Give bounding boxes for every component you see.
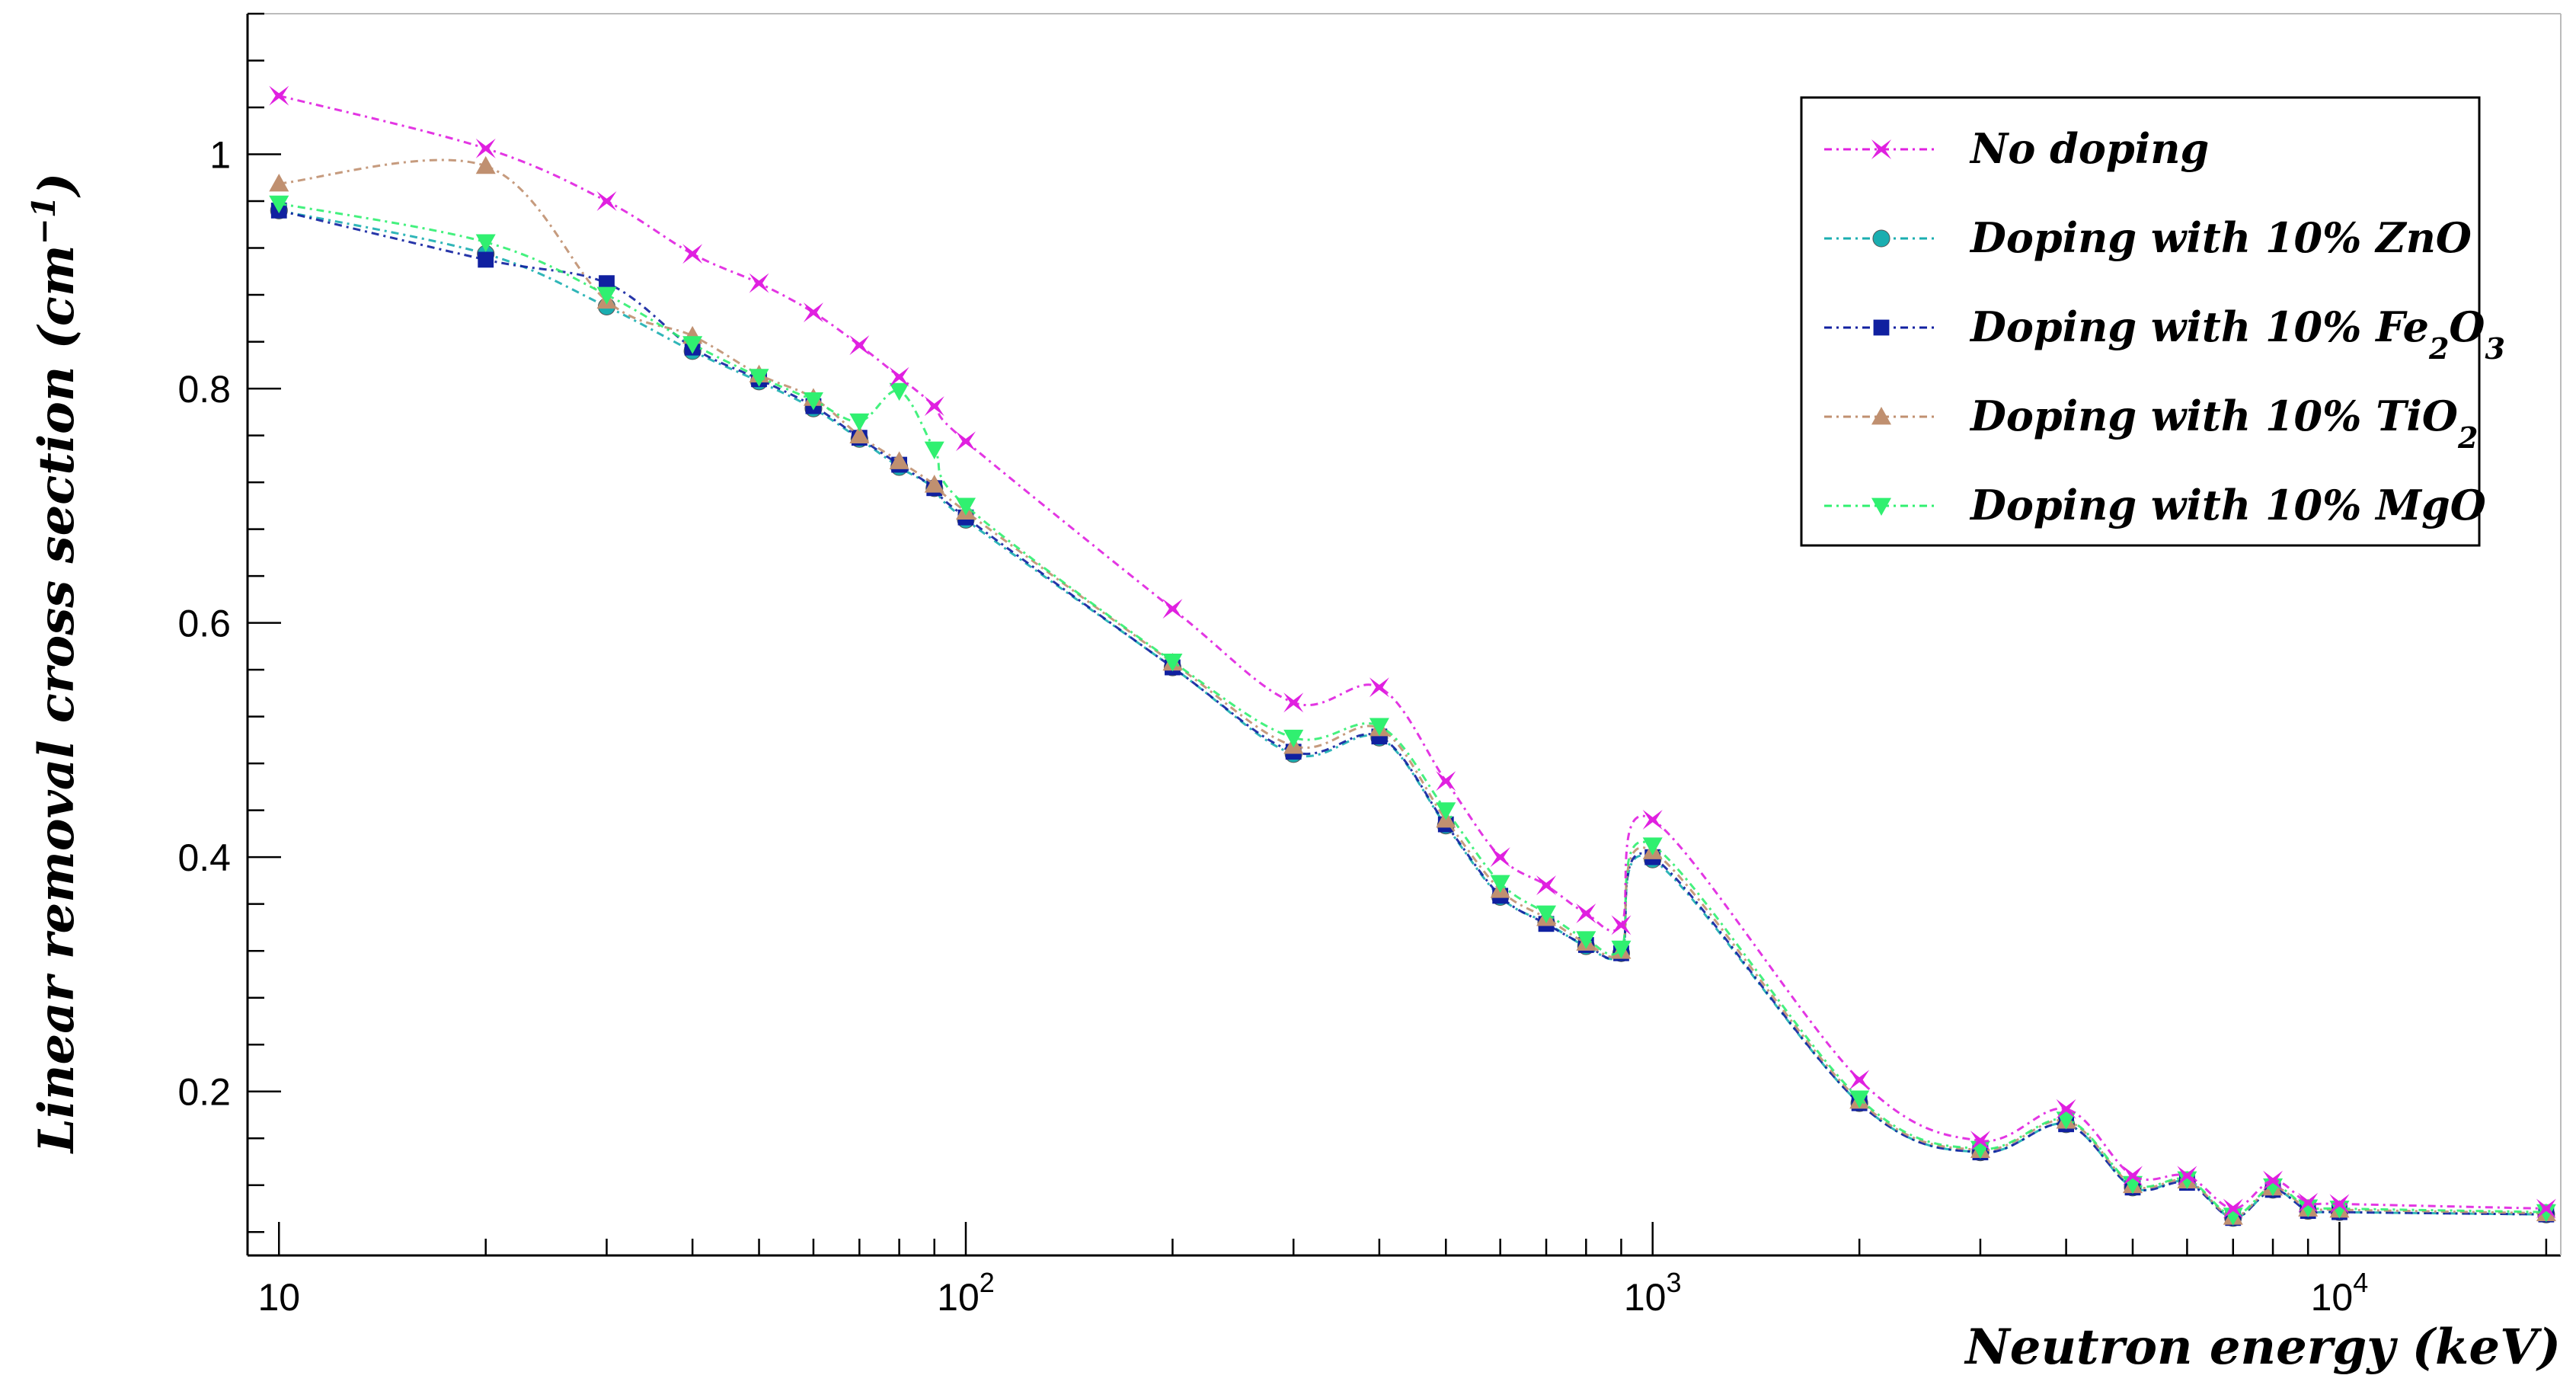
y-tick-label: 0.6 <box>177 603 231 645</box>
data-point <box>1490 847 1510 868</box>
data-point <box>1849 1070 1870 1090</box>
data-point <box>1283 729 1304 748</box>
data-point <box>2177 1171 2197 1190</box>
legend-label: No doping <box>1969 124 2209 173</box>
legend: No doping Doping with 10% ZnO Doping with … <box>1800 96 2505 547</box>
data-point <box>269 85 289 106</box>
data-point <box>955 497 976 516</box>
data-point <box>1536 905 1557 923</box>
data-point <box>478 251 494 268</box>
data-point <box>1436 771 1456 792</box>
data-point <box>1611 940 1632 959</box>
data-point <box>889 451 909 469</box>
series-0 <box>269 85 2556 1219</box>
legend-label: Doping with 10% TiO2 <box>1969 392 2478 455</box>
plot-frame <box>246 13 2562 1257</box>
legend-box <box>1800 96 2481 547</box>
data-point <box>2122 1166 2143 1186</box>
legend-label: Doping with 10% ZnO <box>1969 213 2472 262</box>
data-point <box>2056 1111 2076 1130</box>
data-point <box>1576 931 1596 949</box>
data-point <box>1611 915 1632 935</box>
data-point <box>849 413 870 432</box>
data-point <box>596 286 617 305</box>
data-point <box>596 191 617 212</box>
data-point <box>2536 1204 2556 1223</box>
data-point <box>889 382 909 401</box>
series-layer <box>269 85 2556 1227</box>
x-tick-label: 103 <box>1624 1267 1682 1319</box>
data-point <box>2177 1166 2197 1186</box>
y-tick-label: 1 <box>209 134 231 177</box>
legend-marker <box>1871 497 1891 516</box>
data-point <box>749 273 769 293</box>
data-point <box>475 138 496 158</box>
x-axis-title: Neutron energy (keV) <box>1964 1319 2561 1376</box>
y-tick-label: 0.2 <box>177 1071 231 1114</box>
y-axis-title: Linear removal cross section (cm−1) <box>25 173 86 1155</box>
legend-label: Doping with 10% MgO <box>1969 481 2486 529</box>
y-axis-title-close: ) <box>28 173 85 198</box>
data-point <box>955 431 976 452</box>
legend-marker <box>1873 319 1890 336</box>
data-point <box>1369 718 1389 736</box>
data-point <box>2298 1192 2319 1213</box>
data-point <box>1283 692 1304 713</box>
series-line <box>279 158 2546 1218</box>
data-point <box>1642 809 1663 830</box>
data-point <box>2056 1099 2076 1119</box>
x-tick-label: 104 <box>2311 1267 2369 1319</box>
x-tick-label: 10 <box>257 1276 300 1319</box>
data-point <box>1849 1090 1870 1108</box>
data-point <box>1642 837 1663 856</box>
data-point <box>2223 1198 2243 1219</box>
data-point <box>2298 1199 2319 1217</box>
data-point <box>682 336 703 354</box>
data-point <box>475 234 496 252</box>
x-axis: 10 102 103 104 <box>257 1222 2548 1319</box>
legend-marker <box>1871 407 1891 425</box>
legend-marker <box>1871 139 1891 159</box>
y-axis-title-main: Linear removal cross section (cm <box>28 245 85 1154</box>
x-tick-label: 102 <box>937 1267 995 1319</box>
y-tick-label: 0.4 <box>177 836 231 879</box>
series-line <box>278 209 2546 1220</box>
data-point <box>269 173 289 192</box>
y-tick-label: 0.8 <box>177 368 231 411</box>
data-point <box>1490 875 1510 893</box>
data-point <box>475 155 496 174</box>
data-point <box>849 335 870 356</box>
y-axis-title-exponent: −1 <box>25 196 62 245</box>
data-point <box>1536 875 1557 896</box>
data-point <box>849 425 870 443</box>
data-point <box>889 366 909 387</box>
data-point <box>269 195 289 214</box>
data-point <box>1162 653 1183 672</box>
data-point <box>2263 1170 2284 1191</box>
data-point <box>2329 1201 2350 1219</box>
data-point <box>924 441 944 460</box>
legend-label: Doping with 10% Fe2O3 <box>1969 302 2505 366</box>
data-point <box>1436 802 1456 820</box>
series-line <box>278 209 2546 1220</box>
data-point <box>924 396 944 417</box>
data-point <box>2536 1198 2556 1219</box>
data-point <box>682 244 703 264</box>
data-point <box>803 302 823 323</box>
data-point <box>1369 677 1389 698</box>
legend-marker <box>1872 229 1890 248</box>
data-point <box>924 475 944 493</box>
y-axis: 0.2 0.4 0.6 0.8 1 <box>177 12 281 1233</box>
data-point <box>1162 599 1183 619</box>
data-point <box>1970 1131 1990 1151</box>
data-point <box>749 369 769 387</box>
data-point <box>2329 1194 2350 1214</box>
data-point <box>1576 903 1596 923</box>
data-point <box>803 392 823 411</box>
